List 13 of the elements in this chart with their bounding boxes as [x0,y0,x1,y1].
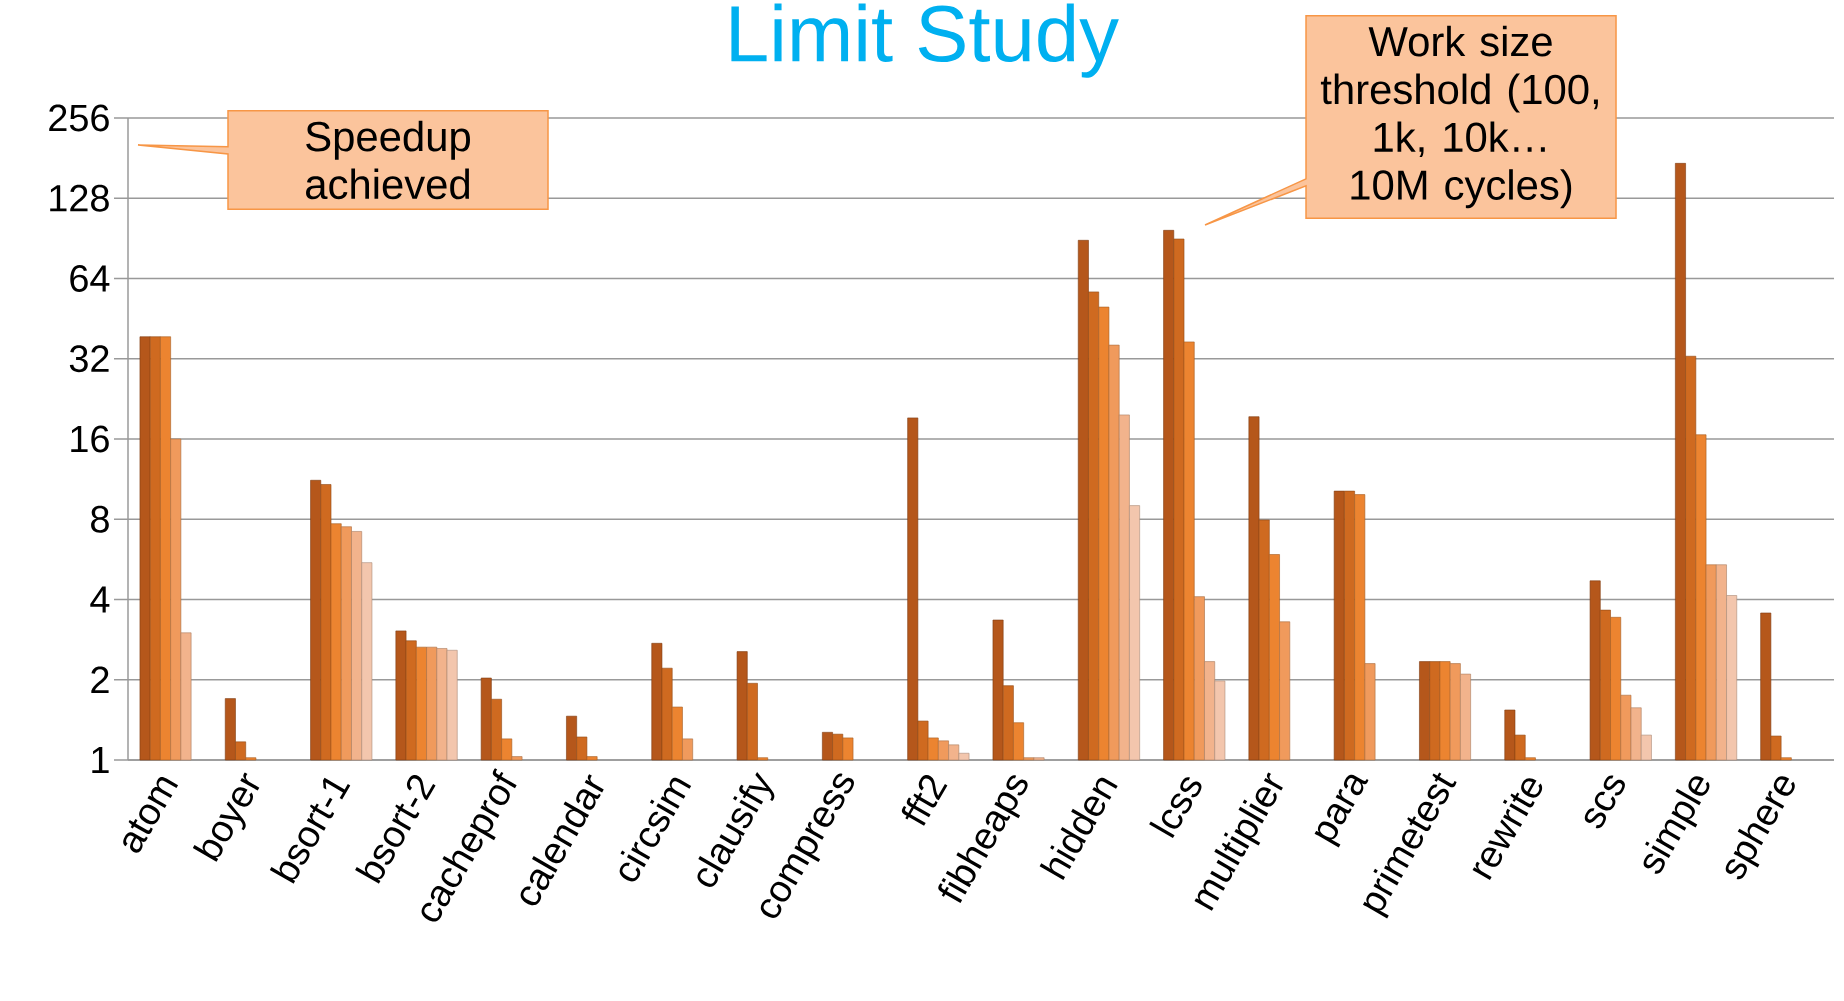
y-tick-label: 4 [90,586,110,613]
y-tick-label: 2 [91,666,109,693]
y-tick-label: 16 [71,425,109,453]
y-tick-label: 32 [69,345,109,373]
y-tick-label: 256 [49,104,109,132]
annotation: Work size threshold (100, 1k, 10k… 10M cycles) [1320,25,1598,209]
y-tick-label: 64 [70,265,110,292]
y-tick-label: 128 [50,184,109,212]
annotation: Speedup achieved [306,120,470,200]
chart-title: Limit Study [731,3,1119,78]
y-tick-label: 8 [91,505,109,533]
y-tick-label: 1 [92,746,109,774]
x-tick-label: scs [1584,775,1625,829]
